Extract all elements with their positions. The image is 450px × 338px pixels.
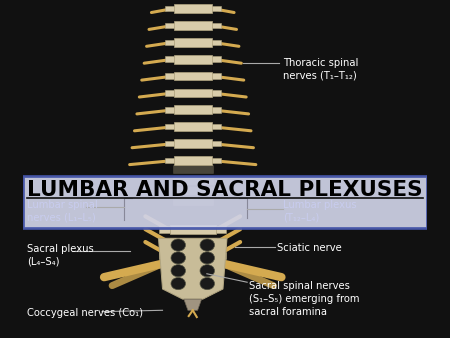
Bar	[174, 156, 212, 165]
Bar	[216, 226, 226, 233]
Bar	[174, 122, 212, 131]
Bar	[174, 21, 212, 30]
Bar	[174, 139, 212, 148]
Bar	[170, 251, 216, 260]
Bar	[173, 176, 213, 184]
Bar	[173, 198, 213, 205]
Bar	[212, 40, 221, 45]
Bar	[173, 187, 213, 194]
Circle shape	[200, 265, 215, 277]
Text: Sacral plexus
(L₄–S₄): Sacral plexus (L₄–S₄)	[27, 244, 94, 267]
Bar	[174, 38, 212, 47]
Polygon shape	[184, 299, 202, 310]
Text: Lumbar plexus
(T₁₂–L₄): Lumbar plexus (T₁₂–L₄)	[284, 200, 357, 223]
Bar	[165, 141, 174, 146]
Bar	[174, 89, 212, 97]
Bar	[212, 23, 221, 28]
Circle shape	[200, 252, 215, 264]
Bar	[165, 6, 174, 11]
Bar	[174, 55, 212, 64]
Circle shape	[200, 239, 215, 251]
Bar	[159, 239, 170, 246]
Circle shape	[171, 239, 185, 251]
Text: Sacral spinal nerves
(S₁–S₅) emerging from
sacral foramina: Sacral spinal nerves (S₁–S₅) emerging fr…	[249, 281, 360, 317]
Text: Sciatic nerve: Sciatic nerve	[277, 243, 342, 254]
Circle shape	[171, 277, 185, 290]
Bar	[170, 238, 216, 247]
Bar	[170, 225, 216, 234]
Text: Thoracic spinal
nerves (T₁–T₁₂): Thoracic spinal nerves (T₁–T₁₂)	[284, 58, 359, 81]
Circle shape	[171, 252, 185, 264]
Bar	[212, 124, 221, 129]
Bar	[174, 72, 212, 80]
Bar	[174, 4, 212, 13]
Bar	[174, 105, 212, 114]
Bar	[165, 73, 174, 79]
Bar	[212, 141, 221, 146]
Bar	[212, 6, 221, 11]
Bar	[165, 40, 174, 45]
Bar	[159, 226, 170, 233]
Text: LUMBAR AND SACRAL PLEXUSES: LUMBAR AND SACRAL PLEXUSES	[27, 180, 423, 200]
Bar	[212, 107, 221, 113]
Bar	[173, 165, 213, 173]
Polygon shape	[158, 238, 227, 299]
Bar	[212, 56, 221, 62]
Text: Lumbar spinal
nerves (L₁–L₅): Lumbar spinal nerves (L₁–L₅)	[27, 200, 98, 223]
Bar	[159, 252, 170, 259]
Bar	[165, 158, 174, 163]
Circle shape	[171, 265, 185, 277]
Bar	[165, 124, 174, 129]
Bar	[212, 158, 221, 163]
Bar	[216, 252, 226, 259]
Bar	[216, 239, 226, 246]
Bar	[23, 176, 427, 228]
Text: Coccygeal nerves (Co₁): Coccygeal nerves (Co₁)	[27, 308, 144, 318]
Bar	[212, 90, 221, 96]
Circle shape	[200, 277, 215, 290]
Bar	[165, 107, 174, 113]
Bar	[165, 90, 174, 96]
Bar	[212, 73, 221, 79]
Bar	[165, 56, 174, 62]
Bar	[165, 23, 174, 28]
